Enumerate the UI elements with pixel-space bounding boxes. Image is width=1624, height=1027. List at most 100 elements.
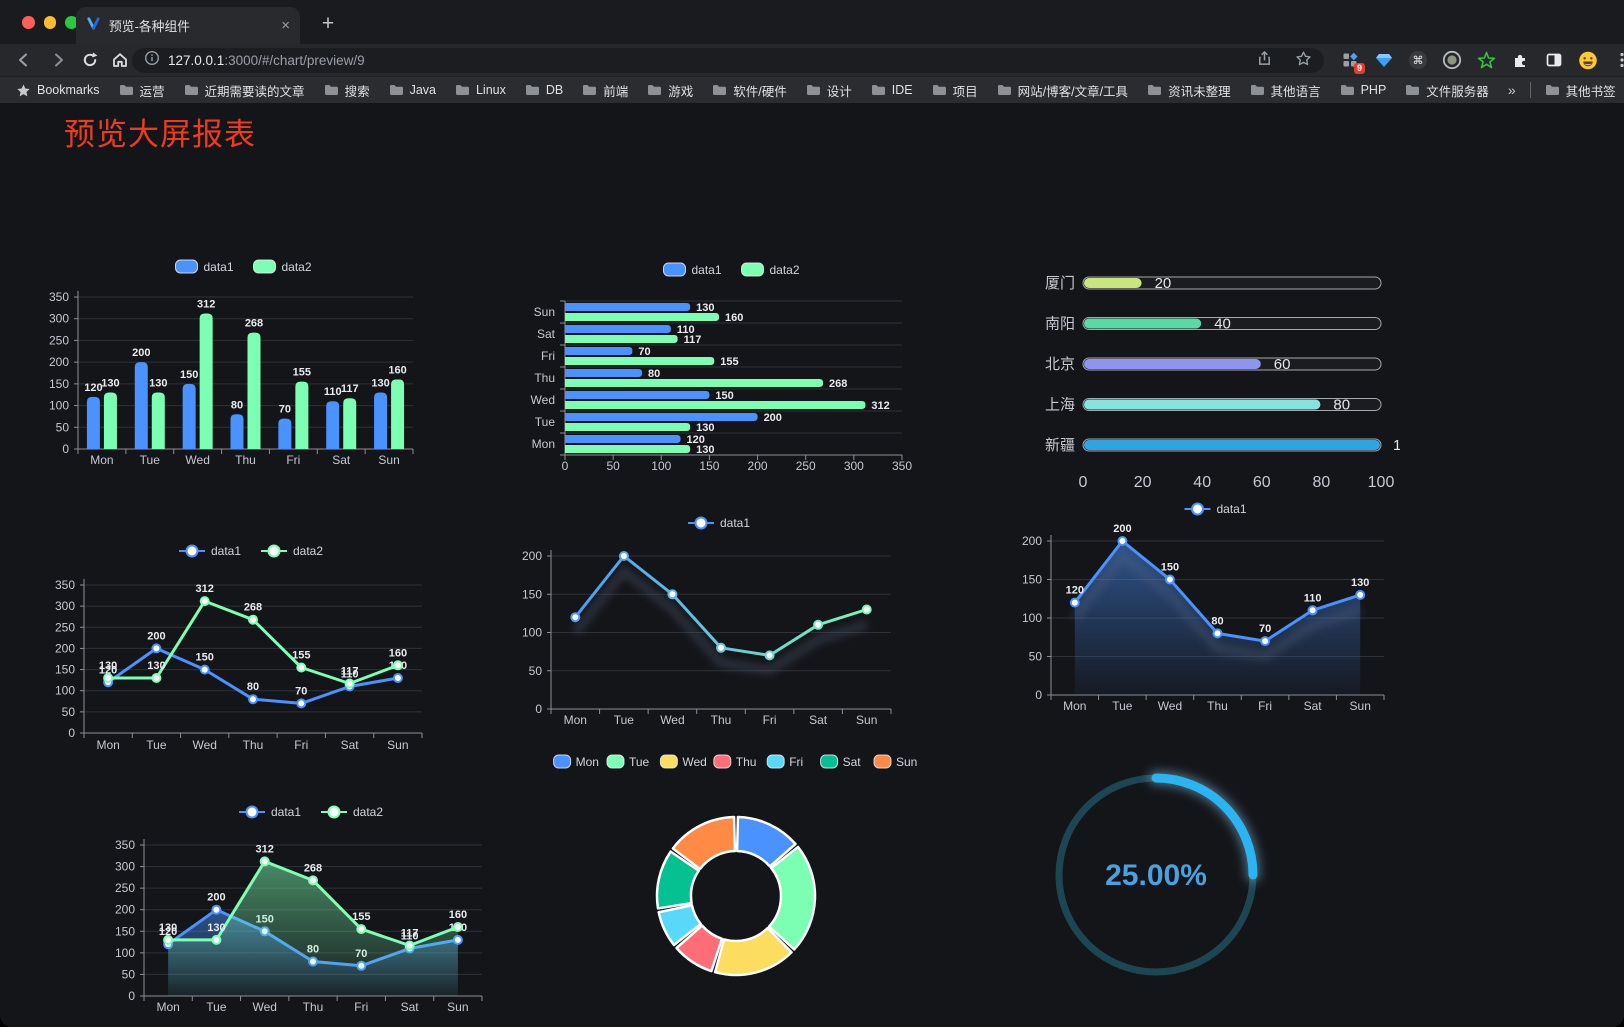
forward-icon[interactable] xyxy=(46,50,70,70)
extension-badge: 9 xyxy=(1353,63,1365,74)
bookmark-folder[interactable]: 文件服务器 xyxy=(1405,81,1489,100)
bookmark-folder[interactable]: Linux xyxy=(455,83,506,97)
bookmark-folder-label: 搜索 xyxy=(344,84,370,99)
svg-text:Sat: Sat xyxy=(401,1000,420,1014)
two-line-chart[interactable]: 0 50 100 150 200 250 300 350 Mon Tue Wed Thu Fri Sat S… xyxy=(42,523,462,758)
bookmark-folder[interactable]: IDE xyxy=(871,83,913,97)
back-icon[interactable] xyxy=(12,50,36,70)
svg-text:200: 200 xyxy=(748,459,768,473)
svg-text:data1: data1 xyxy=(211,544,241,558)
bookmark-folder[interactable]: Java xyxy=(389,83,436,97)
bookmark-folder[interactable]: 设计 xyxy=(806,81,852,100)
close-window-button[interactable] xyxy=(22,16,35,29)
svg-text:Thu: Thu xyxy=(736,755,757,769)
new-tab-button[interactable]: + xyxy=(321,12,335,35)
svg-text:150: 150 xyxy=(522,587,542,601)
folder-icon xyxy=(389,85,403,95)
menu-dots-icon[interactable] xyxy=(1612,50,1624,70)
bookmark-folder[interactable]: DB xyxy=(525,83,563,97)
extensions-grid-icon[interactable]: 9 xyxy=(1340,50,1365,74)
svg-text:120: 120 xyxy=(1066,585,1084,597)
site-info-icon[interactable] xyxy=(144,50,160,71)
svg-text:Wed: Wed xyxy=(531,393,555,407)
folder-icon xyxy=(997,85,1011,95)
bookmark-folder-label: 项目 xyxy=(952,84,978,99)
svg-text:100: 100 xyxy=(651,459,671,473)
bookmark-folder[interactable]: 搜索 xyxy=(324,81,370,100)
bookmarks-root[interactable]: Bookmarks xyxy=(16,83,100,98)
folder-icon xyxy=(583,85,597,95)
bookmark-folder[interactable]: 近期需要读的文章 xyxy=(184,81,305,100)
command-icon[interactable]: ⌘ xyxy=(1408,50,1428,70)
other-bookmarks-label: 其他书签 xyxy=(1565,84,1616,99)
bookmark-folder[interactable]: 网站/博客/文章/工具 xyxy=(997,81,1128,100)
svg-text:110: 110 xyxy=(401,931,419,943)
two-area-line-chart[interactable]: 0 50 100 150 200 250 300 350 Mon Tue Wed Thu Fri Sat S… xyxy=(100,793,520,1021)
home-icon[interactable] xyxy=(108,50,132,70)
share-icon[interactable] xyxy=(1256,50,1273,72)
browser-tab[interactable]: 预览-各种组件 × xyxy=(76,7,300,44)
folder-icon xyxy=(932,85,946,95)
capsule-progress-chart[interactable]: 厦门 20 南阳 40 北京 60 上海 80 新疆 100 0 20 40 60 80 100 xyxy=(980,253,1400,498)
svg-text:130: 130 xyxy=(696,422,714,434)
bookmark-folder[interactable]: 前端 xyxy=(582,81,628,100)
gem-icon[interactable] xyxy=(1374,50,1394,70)
svg-text:120: 120 xyxy=(159,926,177,938)
bookmark-folder-label: 游戏 xyxy=(668,84,694,99)
bookmark-folder[interactable]: 游戏 xyxy=(647,81,693,100)
area-line-chart[interactable]: 0 50 100 150 200 Mon Tue Wed Thu Fri Sat Sun 120 200 1… xyxy=(980,488,1400,720)
svg-text:Fri: Fri xyxy=(763,713,777,727)
screen-record-icon[interactable] xyxy=(1442,50,1462,70)
svg-text:250: 250 xyxy=(796,459,816,473)
puzzle-icon[interactable] xyxy=(1510,50,1530,70)
bookmarks-overflow-chevron[interactable]: » xyxy=(1507,82,1516,98)
svg-text:200: 200 xyxy=(522,549,542,563)
emoji-avatar[interactable] xyxy=(1578,50,1598,70)
svg-text:312: 312 xyxy=(197,299,215,311)
svg-text:150: 150 xyxy=(699,459,719,473)
svg-text:data2: data2 xyxy=(353,805,383,819)
bookmark-folder-label: 近期需要读的文章 xyxy=(204,84,305,99)
bookmark-folder[interactable]: 其他语言 xyxy=(1250,81,1321,100)
split-view-icon[interactable] xyxy=(1544,50,1564,70)
address-bar[interactable]: 127.0.0.1:3000/#/chart/preview/9 xyxy=(132,48,1324,73)
svg-text:200: 200 xyxy=(147,630,165,642)
svg-text:50: 50 xyxy=(62,705,76,719)
green-star-icon[interactable] xyxy=(1476,50,1496,70)
minimize-window-button[interactable] xyxy=(43,16,56,29)
donut-chart[interactable]: Mon Tue Wed Thu Fri Sat Sun xyxy=(530,748,940,988)
svg-text:Mon: Mon xyxy=(156,1000,179,1014)
horizontal-bar-chart[interactable]: 0 50 100 150 200 250 300 350 Mon Tue Wed Thu Fri Sat S… xyxy=(505,251,925,473)
grouped-bar-chart[interactable]: 0 50 100 150 200 250 300 350 Mon Tue Wed Thu Fri Sat S… xyxy=(45,251,465,473)
bookmark-folder[interactable]: 运营 xyxy=(119,81,165,100)
zoom-window-button[interactable] xyxy=(65,16,78,29)
svg-text:120: 120 xyxy=(84,382,102,394)
other-bookmarks-folder[interactable]: 其他书签 xyxy=(1545,81,1616,100)
bookmark-folder[interactable]: 资讯未整理 xyxy=(1147,81,1231,100)
svg-text:Fri: Fri xyxy=(286,453,300,467)
page-content: 预览大屏报表 0 50 100 150 200 250 300 350 Mon Tue Wed Thu… xyxy=(0,103,1624,1027)
svg-text:117: 117 xyxy=(401,928,419,940)
svg-text:200: 200 xyxy=(55,641,75,655)
bookmark-folder-label: 前端 xyxy=(603,84,629,99)
gradient-line-chart[interactable]: 0 50 100 150 200 Mon Tue Wed Thu Fri Sat Sun data1 xyxy=(500,503,920,731)
reload-icon[interactable] xyxy=(78,50,102,70)
svg-text:Sun: Sun xyxy=(387,738,408,752)
svg-text:Fri: Fri xyxy=(354,1000,368,1014)
bookmark-folder[interactable]: 软件/硬件 xyxy=(712,81,787,100)
svg-text:70: 70 xyxy=(1259,623,1271,635)
bookmark-folder[interactable]: PHP xyxy=(1340,83,1386,97)
progress-gauge[interactable]: 25.00% xyxy=(1036,743,1276,978)
window-controls xyxy=(22,16,78,29)
tab-close-icon[interactable]: × xyxy=(281,17,290,34)
bookmark-folder[interactable]: 项目 xyxy=(932,81,978,100)
svg-text:80: 80 xyxy=(1333,397,1350,414)
bookmark-star-icon[interactable] xyxy=(1295,50,1312,72)
svg-text:160: 160 xyxy=(388,365,406,377)
svg-text:Mon: Mon xyxy=(90,453,113,467)
svg-text:100: 100 xyxy=(522,626,542,640)
svg-text:0: 0 xyxy=(1035,688,1042,702)
bookmark-folder-label: 运营 xyxy=(139,84,165,99)
svg-text:20: 20 xyxy=(1134,474,1152,491)
svg-text:200: 200 xyxy=(764,412,782,424)
